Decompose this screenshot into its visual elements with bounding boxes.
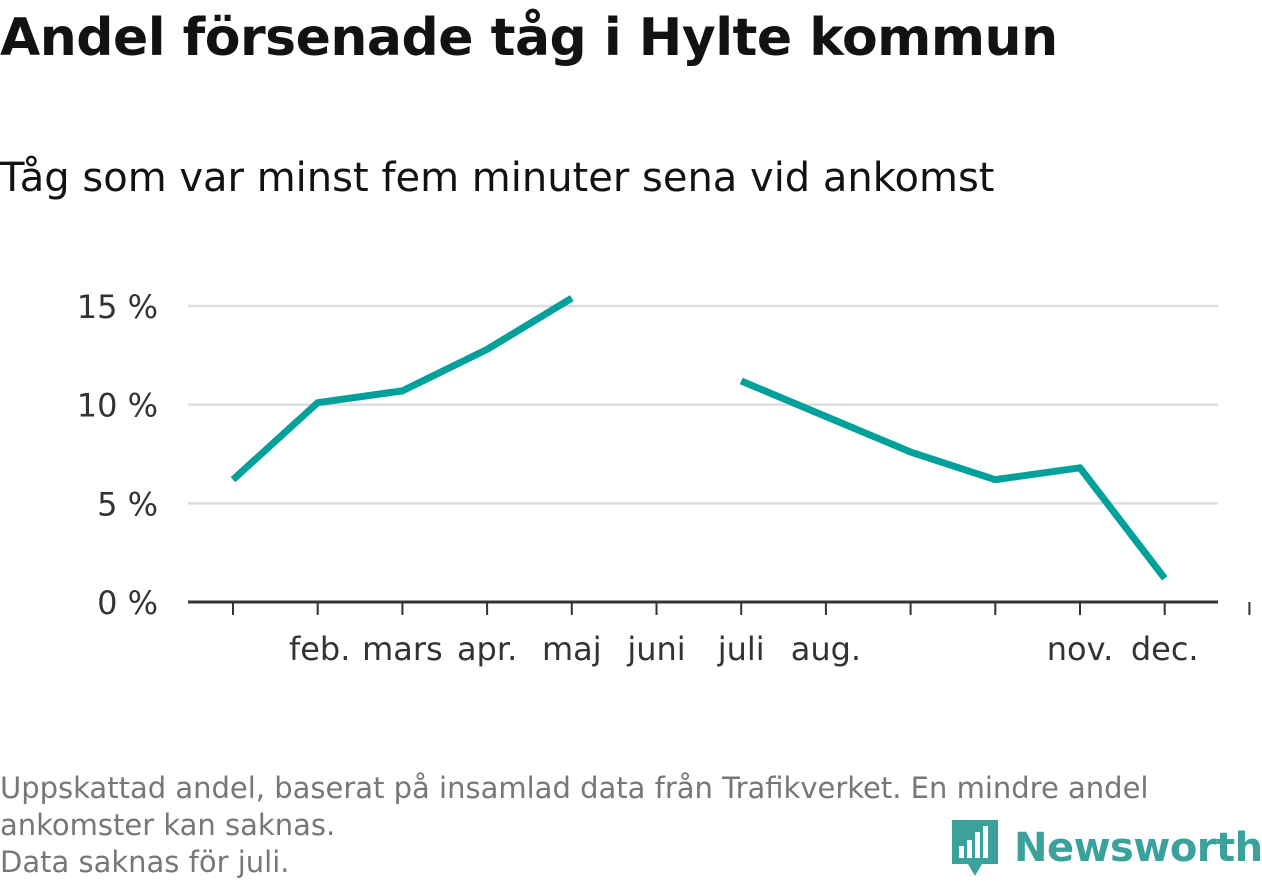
x-tick-label: nov. <box>1047 630 1113 668</box>
chart-subtitle: Tåg som var minst fem minuter sena vid a… <box>0 155 995 201</box>
x-tick-label: apr. <box>457 630 517 668</box>
series-line <box>739 377 1168 581</box>
line-chart: 0 % 5 % 10 % 15 % feb. mars apr. maj juni juli aug… <box>77 288 1251 668</box>
x-tick-label: dec. <box>1131 630 1199 668</box>
chart-title: Andel försenade tåg i Hylte kommun <box>0 8 1058 68</box>
x-tick-label: maj <box>542 630 602 668</box>
footnote-line-3: Data saknas för juli. <box>0 845 290 879</box>
bar-chart-pin-icon <box>952 820 998 876</box>
y-tick-label: 0 % <box>97 584 158 622</box>
x-tick-label: juni <box>626 630 685 668</box>
y-tick-label: 15 % <box>77 288 158 326</box>
x-tick-label: mars <box>362 630 443 668</box>
x-tick-label: aug. <box>791 630 861 668</box>
newsworthy-logo: Newsworthy <box>950 818 1262 878</box>
series-line <box>230 295 574 483</box>
x-tick-label: feb. <box>289 630 350 668</box>
footnote-line-2: ankomster kan saknas. <box>0 808 336 842</box>
y-tick-label: 5 % <box>97 485 158 523</box>
footnote-line-1: Uppskattad andel, baserat på insamlad da… <box>0 771 1149 805</box>
logo-text: Newsworthy <box>1014 825 1262 871</box>
x-tick-label: juli <box>717 630 765 668</box>
y-tick-label: 10 % <box>77 387 158 425</box>
footnote: Uppskattad andel, baserat på insamlad da… <box>0 770 1250 881</box>
